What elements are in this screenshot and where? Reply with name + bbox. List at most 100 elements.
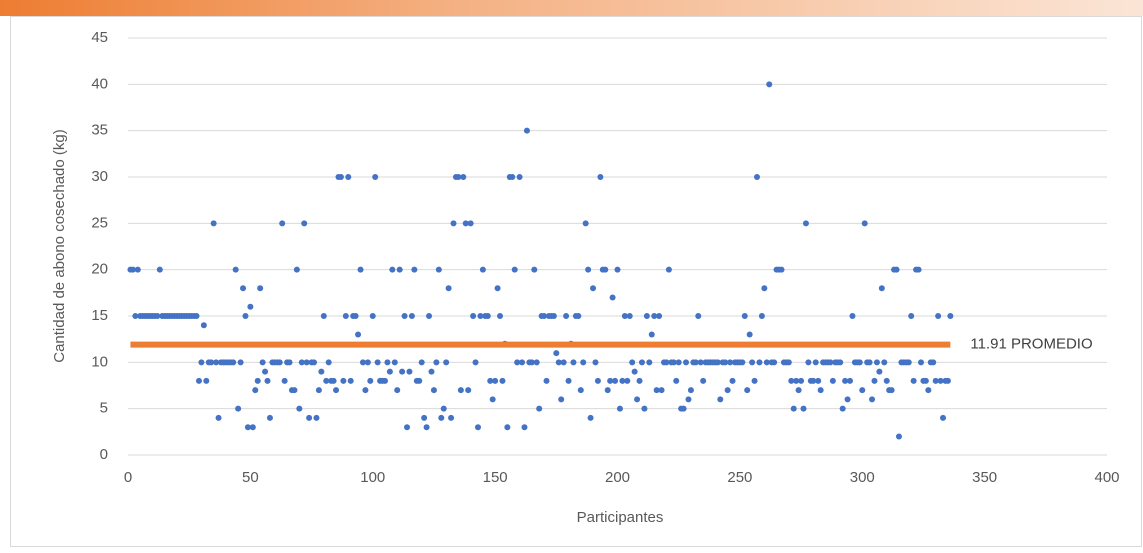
point bbox=[577, 387, 584, 394]
point bbox=[861, 220, 868, 227]
point bbox=[714, 359, 721, 366]
point bbox=[756, 359, 763, 366]
point bbox=[259, 359, 266, 366]
point bbox=[766, 81, 773, 88]
point bbox=[345, 174, 352, 180]
point bbox=[565, 377, 572, 384]
point bbox=[487, 377, 494, 384]
point bbox=[687, 387, 694, 394]
point bbox=[729, 377, 736, 384]
point bbox=[448, 414, 455, 421]
point bbox=[472, 359, 479, 366]
point bbox=[741, 313, 748, 319]
point bbox=[389, 266, 396, 273]
point bbox=[619, 377, 626, 384]
point bbox=[367, 377, 374, 384]
x-tick-label: 0 bbox=[124, 469, 132, 486]
x-tick-label: 50 bbox=[242, 469, 259, 486]
point bbox=[394, 387, 401, 394]
point bbox=[560, 359, 567, 366]
point bbox=[298, 359, 305, 366]
point bbox=[883, 377, 890, 384]
point bbox=[624, 377, 631, 384]
point bbox=[533, 359, 540, 366]
point bbox=[563, 313, 570, 319]
point bbox=[474, 424, 481, 431]
point bbox=[132, 313, 139, 319]
point bbox=[543, 377, 550, 384]
point bbox=[347, 377, 354, 384]
point bbox=[754, 174, 761, 180]
point bbox=[905, 359, 912, 366]
point bbox=[369, 313, 376, 319]
point bbox=[771, 359, 778, 366]
point bbox=[129, 266, 136, 273]
point bbox=[401, 313, 408, 319]
point bbox=[362, 387, 369, 394]
point bbox=[249, 424, 256, 431]
point bbox=[384, 359, 391, 366]
point bbox=[575, 313, 582, 319]
header-strip bbox=[0, 0, 1143, 16]
point bbox=[683, 359, 690, 366]
point bbox=[590, 285, 597, 292]
y-tick-label: 40 bbox=[91, 75, 108, 92]
point bbox=[323, 377, 330, 384]
point bbox=[550, 313, 557, 319]
point bbox=[944, 377, 951, 384]
point bbox=[859, 387, 866, 394]
point bbox=[460, 174, 467, 180]
point bbox=[670, 359, 677, 366]
point bbox=[930, 359, 937, 366]
point bbox=[467, 220, 474, 227]
point bbox=[154, 313, 161, 319]
point bbox=[325, 359, 332, 366]
point bbox=[396, 266, 403, 273]
point bbox=[404, 424, 411, 431]
point bbox=[230, 359, 237, 366]
point bbox=[873, 359, 880, 366]
point bbox=[869, 396, 876, 403]
point bbox=[908, 313, 915, 319]
point bbox=[210, 220, 217, 227]
point bbox=[570, 359, 577, 366]
point bbox=[523, 127, 530, 134]
point bbox=[511, 266, 518, 273]
point bbox=[827, 359, 834, 366]
point bbox=[279, 220, 286, 227]
point bbox=[372, 174, 379, 180]
point bbox=[675, 359, 682, 366]
point bbox=[242, 313, 249, 319]
point bbox=[558, 396, 565, 403]
point bbox=[856, 359, 863, 366]
point bbox=[215, 414, 222, 421]
point bbox=[430, 387, 437, 394]
point bbox=[433, 359, 440, 366]
point bbox=[450, 220, 457, 227]
point bbox=[744, 387, 751, 394]
point bbox=[940, 414, 947, 421]
point bbox=[313, 414, 320, 421]
point bbox=[134, 266, 141, 273]
x-tick-label: 250 bbox=[727, 469, 752, 486]
point bbox=[609, 294, 616, 301]
point bbox=[509, 174, 516, 180]
x-tick-label: 200 bbox=[605, 469, 630, 486]
point bbox=[416, 377, 423, 384]
point bbox=[692, 359, 699, 366]
point bbox=[408, 313, 415, 319]
point bbox=[778, 266, 785, 273]
point bbox=[521, 424, 528, 431]
point bbox=[340, 377, 347, 384]
point bbox=[193, 313, 200, 319]
point bbox=[935, 313, 942, 319]
point bbox=[651, 313, 658, 319]
point bbox=[878, 285, 885, 292]
x-tick-label: 400 bbox=[1094, 469, 1119, 486]
point bbox=[805, 359, 812, 366]
point bbox=[244, 424, 251, 431]
point bbox=[788, 377, 795, 384]
point bbox=[621, 313, 628, 319]
point bbox=[359, 359, 366, 366]
point bbox=[479, 266, 486, 273]
